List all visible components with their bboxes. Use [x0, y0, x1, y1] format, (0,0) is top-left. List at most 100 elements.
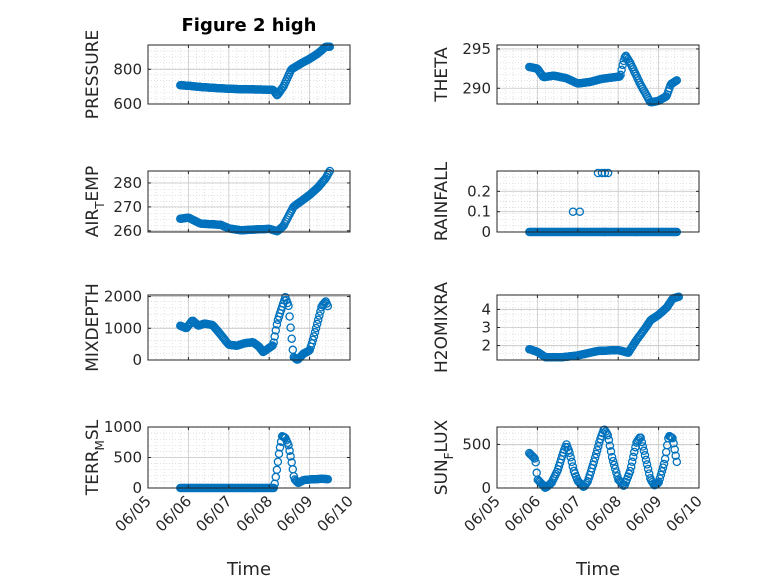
data-point — [304, 346, 313, 356]
data-point — [565, 448, 574, 458]
y-tick-label: 290 — [462, 79, 491, 97]
data-point — [272, 465, 282, 475]
data-point — [658, 463, 668, 472]
data-point — [639, 446, 649, 456]
data-point — [626, 462, 636, 471]
data-point — [608, 456, 618, 466]
subplot-6: 234 H2OMIXRA — [432, 282, 700, 373]
data-point — [590, 453, 600, 463]
y-tick-label: 2000 — [104, 288, 142, 306]
data-point — [629, 452, 638, 462]
y-axis-label-part: SL — [83, 419, 103, 440]
data-series — [525, 292, 684, 362]
y-tick-label: 0 — [132, 351, 142, 369]
y-axis-label: TERRMSL — [83, 419, 107, 496]
data-point — [567, 457, 577, 467]
data-series — [176, 42, 335, 100]
y-tick-label: 1000 — [104, 418, 142, 436]
y-axis-label-subscript: F — [442, 452, 456, 459]
data-point — [672, 457, 682, 467]
y-axis-label-part: TERR — [83, 450, 103, 496]
data-point — [285, 446, 294, 455]
data-point — [605, 441, 615, 450]
data-point — [271, 326, 281, 335]
y-axis-label: THETA — [432, 47, 452, 103]
y-axis-label: RAINFALL — [432, 161, 452, 241]
data-point — [617, 65, 626, 75]
data-point — [582, 478, 591, 488]
data-point — [640, 451, 650, 460]
y-tick-label: 4 — [481, 300, 491, 318]
y-axis-label: MIXDEPTH — [83, 283, 103, 372]
data-point — [659, 459, 669, 469]
y-tick-label: 500 — [462, 435, 491, 453]
data-point — [674, 292, 684, 302]
data-series — [176, 166, 335, 236]
data-point — [575, 207, 585, 216]
y-axis-label: H2OMIXRA — [432, 282, 452, 373]
y-axis-label-part: AIR — [83, 209, 103, 238]
data-point — [275, 443, 285, 452]
y-axis-label-part: LUX — [432, 419, 452, 452]
data-point — [669, 439, 678, 448]
data-point — [609, 460, 619, 470]
y-tick-label: 0.1 — [467, 203, 491, 221]
data-point — [625, 466, 635, 476]
y-tick-label: 0.2 — [467, 182, 491, 200]
data-point — [606, 447, 616, 456]
data-point — [325, 42, 335, 51]
data-point — [311, 323, 321, 333]
x-axis-label: Time — [575, 559, 620, 580]
data-point — [284, 440, 293, 450]
y-tick-label: 2 — [481, 337, 491, 355]
data-point — [672, 76, 682, 85]
data-point — [270, 332, 279, 341]
data-point — [284, 301, 293, 311]
y-axis-label: PRESSURE — [83, 30, 103, 119]
y-tick-label: 270 — [113, 198, 142, 216]
data-point — [591, 449, 601, 459]
data-point — [269, 338, 278, 347]
y-axis-label-subscript: M — [93, 440, 107, 450]
y-axis-label: SUNFLUX — [432, 419, 456, 495]
data-point — [530, 454, 539, 463]
data-point — [638, 442, 648, 451]
data-point — [286, 323, 295, 332]
data-point — [618, 60, 627, 70]
data-point — [529, 453, 538, 462]
axes-box — [496, 170, 700, 233]
data-point — [319, 299, 328, 309]
y-axis-label: AIRTEMP — [83, 166, 107, 237]
data-point — [670, 445, 679, 454]
y-tick-label: 1000 — [104, 319, 142, 337]
data-point — [315, 311, 324, 320]
data-point — [655, 474, 665, 483]
y-tick-label: 0 — [481, 223, 491, 241]
y-tick-label: 260 — [113, 222, 142, 240]
subplot-1: 600 800 PRESSURE Figure 2 high — [83, 15, 351, 119]
y-axis-label-part: EMP — [83, 166, 103, 202]
subplot-3: 260 270 280 AIRTEMP — [83, 166, 351, 240]
data-point — [603, 168, 613, 178]
data-point — [309, 332, 319, 341]
data-point — [589, 457, 599, 466]
y-tick-label: 800 — [113, 60, 142, 78]
y-tick-label: 3 — [481, 319, 491, 337]
data-point — [592, 445, 602, 455]
data-point — [636, 433, 645, 443]
data-point — [597, 168, 607, 178]
data-point — [657, 467, 667, 476]
axes-box — [147, 170, 351, 233]
axes-box — [147, 44, 351, 105]
data-point — [285, 312, 294, 321]
data-point — [607, 452, 617, 462]
data-series — [525, 425, 682, 492]
data-point — [594, 442, 603, 451]
axes-box — [147, 294, 351, 361]
major-grid — [497, 171, 699, 232]
data-point — [668, 433, 677, 443]
data-point — [310, 328, 320, 337]
axes-box — [496, 44, 700, 105]
